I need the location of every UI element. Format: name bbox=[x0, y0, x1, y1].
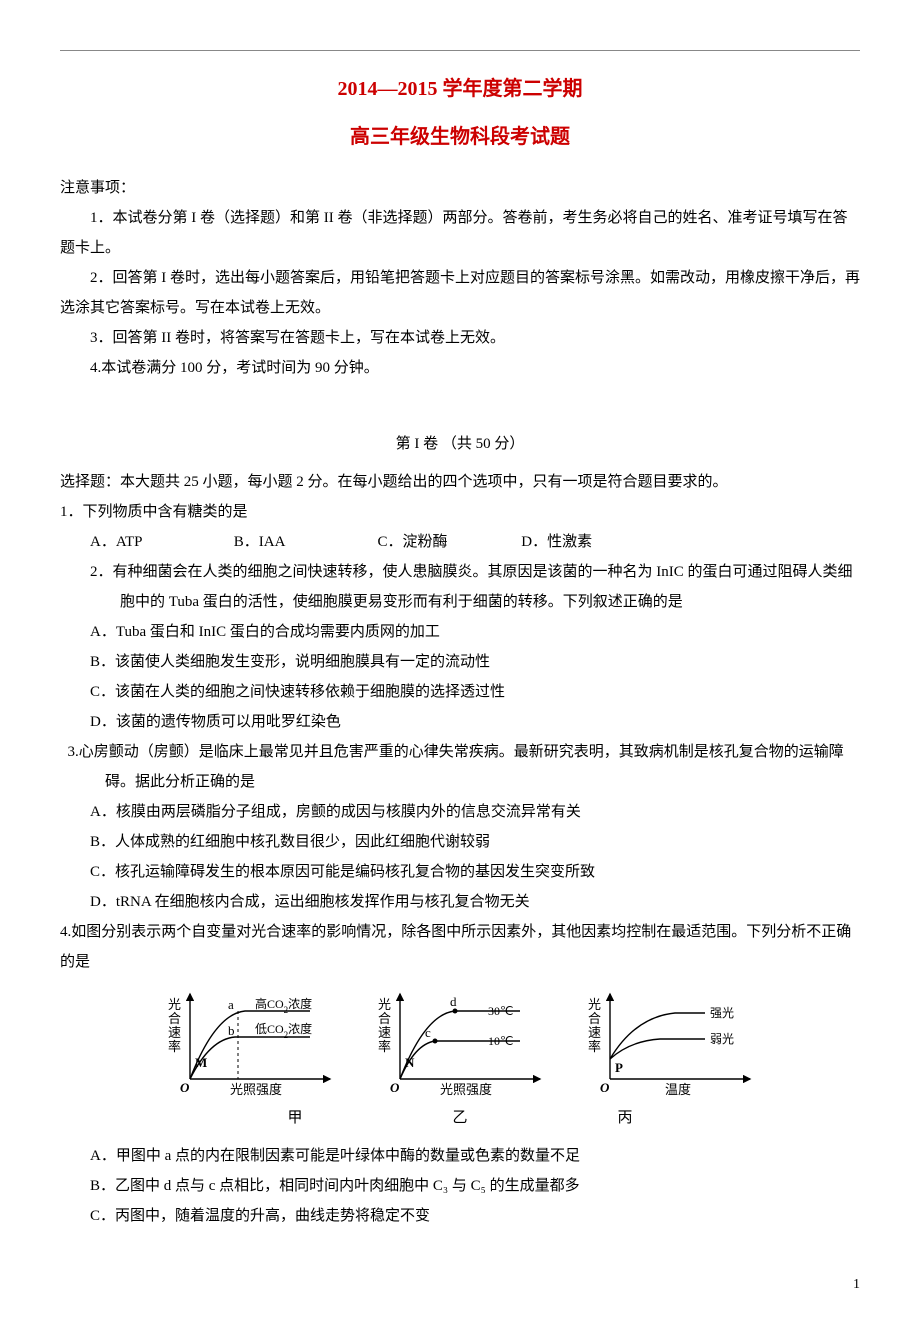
fig1-origin: O bbox=[180, 1080, 190, 1095]
part1-intro: 选择题：本大题共 25 小题，每小题 2 分。在每小题给出的四个选项中，只有一项… bbox=[60, 467, 860, 497]
notice-item-1: 1．本试卷分第 I 卷（选择题）和第 II 卷（非选择题）两部分。答卷前，考生务… bbox=[60, 203, 860, 263]
q1-opt-d: D．性激素 bbox=[521, 527, 661, 557]
q4-stem: 4.如图分别表示两个自变量对光合速率的影响情况，除各图中所示因素外，其他因素均控… bbox=[60, 917, 860, 977]
q1-opt-b: B．IAA bbox=[234, 527, 374, 557]
doc-title: 2014—2015 学年度第二学期 bbox=[60, 69, 860, 109]
fig1-label-b: b bbox=[228, 1023, 235, 1038]
q4-figures: a b M 高CO2浓度 低CO2浓度 光合速率 O 光照强度 d c N 30… bbox=[60, 989, 860, 1099]
fig1-ylabel: 光合速率 bbox=[168, 997, 181, 1054]
page-number: 1 bbox=[60, 1271, 860, 1299]
q4-opt-b: B．乙图中 d 点与 c 点相比，相同时间内叶肉细胞中 C₃ 与 C₅ 的生成量… bbox=[60, 1171, 860, 1201]
q4-opt-a: A．甲图中 a 点的内在限制因素可能是叶绿体中酶的数量或色素的数量不足 bbox=[60, 1141, 860, 1171]
q3-opt-c: C．核孔运输障碍发生的根本原因可能是编码核孔复合物的基因发生突变所致 bbox=[60, 857, 860, 887]
q3-opt-a: A．核膜由两层磷脂分子组成，房颤的成因与核膜内外的信息交流异常有关 bbox=[60, 797, 860, 827]
q2-opt-c: C．该菌在人类的细胞之间快速转移依赖于细胞膜的选择透过性 bbox=[60, 677, 860, 707]
q4-opt-c: C．丙图中，随着温度的升高，曲线走势将稳定不变 bbox=[60, 1201, 860, 1231]
fig3-origin: O bbox=[600, 1080, 610, 1095]
q2-stem: 2．有种细菌会在人类的细胞之间快速转移，使人患脑膜炎。其原因是该菌的一种名为 I… bbox=[90, 557, 860, 617]
q1-opt-a: A．ATP bbox=[90, 527, 230, 557]
figcap-bing: 丙 bbox=[618, 1103, 633, 1133]
fig3-xlabel: 温度 bbox=[665, 1082, 691, 1097]
q3-opt-d: D．tRNA 在细胞核内合成，运出细胞核发挥作用与核孔复合物无关 bbox=[60, 887, 860, 917]
fig2-xlabel: 光照强度 bbox=[440, 1082, 492, 1097]
q1-opt-c: C．淀粉酶 bbox=[378, 527, 518, 557]
fig2-label-c: c bbox=[425, 1025, 431, 1040]
q2-opt-a: A．Tuba 蛋白和 InIC 蛋白的合成均需要内质网的加工 bbox=[60, 617, 860, 647]
fig2-label-n: N bbox=[405, 1055, 415, 1070]
fig3-ylabel: 光合速率 bbox=[588, 997, 601, 1054]
figure-yi: d c N 30℃ 10℃ 光合速率 O 光照强度 bbox=[370, 989, 550, 1099]
fig1-label-m: M bbox=[195, 1055, 207, 1070]
figcap-yi: 乙 bbox=[452, 1103, 467, 1133]
q3-opt-b: B．人体成熟的红细胞中核孔数目很少，因此红细胞代谢较弱 bbox=[60, 827, 860, 857]
fig2-label-d: d bbox=[450, 994, 457, 1009]
top-divider bbox=[60, 50, 860, 51]
fig3-label-p: P bbox=[615, 1060, 623, 1075]
fig2-ylabel: 光合速率 bbox=[378, 997, 391, 1054]
part1-title: 第 I 卷 （共 50 分） bbox=[60, 429, 860, 459]
notice-header: 注意事项： bbox=[60, 173, 860, 203]
notice-item-2: 2．回答第 I 卷时，选出每小题答案后，用铅笔把答题卡上对应题目的答案标号涂黑。… bbox=[60, 263, 860, 323]
q1-options: A．ATP B．IAA C．淀粉酶 D．性激素 bbox=[60, 527, 860, 557]
fig2-origin: O bbox=[390, 1080, 400, 1095]
q1-stem: 1．下列物质中含有糖类的是 bbox=[60, 497, 860, 527]
q2-opt-b: B．该菌使人类细胞发生变形，说明细胞膜具有一定的流动性 bbox=[60, 647, 860, 677]
fig1-label-a: a bbox=[228, 997, 234, 1012]
fig2-curve-top: 30℃ bbox=[488, 1004, 513, 1018]
figure-jia: a b M 高CO2浓度 低CO2浓度 光合速率 O 光照强度 bbox=[160, 989, 340, 1099]
figcap-jia: 甲 bbox=[287, 1103, 302, 1133]
doc-subtitle: 高三年级生物科段考试题 bbox=[60, 117, 860, 157]
fig3-curve-bot: 弱光 bbox=[710, 1032, 734, 1046]
notice-item-4: 4.本试卷满分 100 分，考试时间为 90 分钟。 bbox=[60, 353, 860, 383]
fig1-xlabel: 光照强度 bbox=[230, 1082, 282, 1097]
fig2-curve-bot: 10℃ bbox=[488, 1034, 513, 1048]
fig1-curve-top: 高CO2浓度 bbox=[255, 996, 312, 1015]
figure-captions: 甲 乙 丙 bbox=[60, 1103, 860, 1133]
notice-item-3: 3．回答第 II 卷时，将答案写在答题卡上，写在本试卷上无效。 bbox=[60, 323, 860, 353]
q3-stem: 3.心房颤动（房颤）是临床上最常见并且危害严重的心律失常疾病。最新研究表明，其致… bbox=[98, 737, 861, 797]
figure-bing: P 强光 弱光 光合速率 O 温度 bbox=[580, 989, 760, 1099]
q2-opt-d: D．该菌的遗传物质可以用吡罗红染色 bbox=[60, 707, 860, 737]
fig3-curve-top: 强光 bbox=[710, 1006, 734, 1020]
